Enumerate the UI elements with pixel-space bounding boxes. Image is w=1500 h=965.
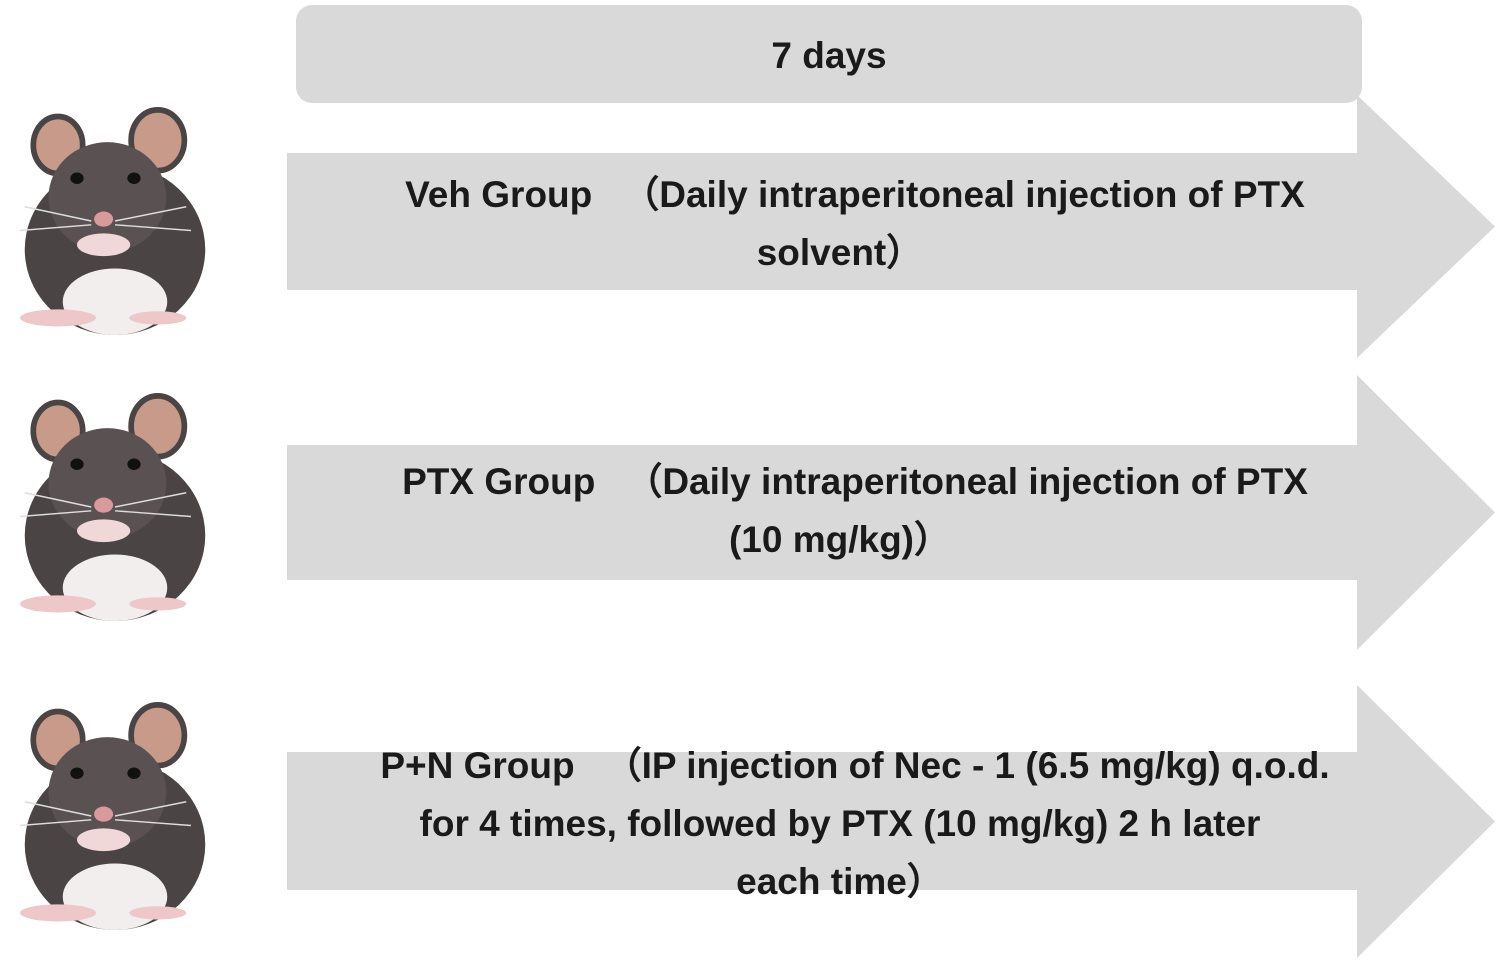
group-label: P+N Group bbox=[380, 745, 574, 786]
group-description: （Daily intraperitoneal injection of PTX bbox=[622, 174, 1305, 215]
group-label: Veh Group bbox=[405, 174, 592, 215]
timeline-box bbox=[296, 5, 1362, 103]
group-label: PTX Group bbox=[402, 461, 595, 502]
arrow bbox=[287, 375, 1495, 650]
arrow bbox=[287, 685, 1495, 958]
group-description: for 4 times, followed by PTX (10 mg/kg) … bbox=[420, 803, 1261, 844]
group-description: （Daily intraperitoneal injection of PTX bbox=[625, 461, 1308, 502]
group-text: P+N Group （IP injection of Nec - 1 (6.5 m… bbox=[380, 745, 1329, 786]
rat-icon bbox=[20, 705, 205, 930]
rat-icon bbox=[20, 110, 205, 335]
group-description: solvent） bbox=[757, 232, 924, 273]
group-description: each time） bbox=[736, 861, 944, 902]
rat-icon bbox=[20, 396, 205, 621]
arrow bbox=[287, 95, 1495, 358]
header-title: 7 days bbox=[771, 35, 886, 76]
group-text: PTX Group （Daily intraperitoneal injectio… bbox=[402, 461, 1308, 502]
group-description: (10 mg/kg)） bbox=[729, 519, 951, 560]
group-text: Veh Group （Daily intraperitoneal injectio… bbox=[405, 174, 1305, 215]
group-description: （IP injection of Nec - 1 (6.5 mg/kg) q.o… bbox=[605, 745, 1330, 786]
